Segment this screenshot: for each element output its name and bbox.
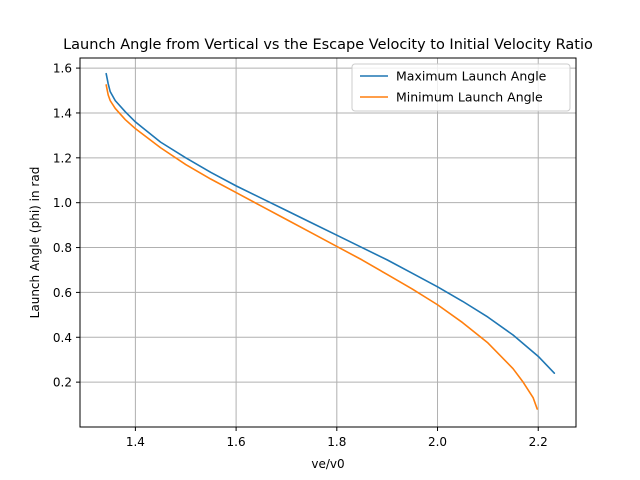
y-tick-label: 1.0 [53,196,72,210]
legend-label: Maximum Launch Angle [396,69,547,84]
x-tick-label: 1.6 [227,435,246,449]
legend-box [351,63,571,112]
y-tick-label: 1.2 [53,151,72,165]
x-axis-label: ve/v0 [311,457,344,471]
y-axis: 0.2 0.4 0.6 0.8 1.0 1.2 1.4 1.6 [53,62,80,390]
grid [80,58,576,427]
chart-title: Launch Angle from Vertical vs the Escape… [63,37,593,53]
x-tick-label: 2.0 [428,435,447,449]
series-layer [105,72,556,410]
y-tick-label: 0.4 [53,331,72,345]
legend: Maximum Launch Angle Minimum Launch Angle [351,63,571,112]
x-tick-label: 2.2 [529,435,548,449]
series-line-maximum [105,72,556,374]
x-tick-label: 1.8 [327,435,346,449]
series-line-minimum [105,84,539,410]
y-tick-label: 0.8 [53,241,72,255]
x-axis: 1.4 1.6 1.8 2.0 2.2 [126,427,548,449]
x-tick-label: 1.4 [126,435,145,449]
y-tick-label: 1.4 [53,106,72,120]
y-tick-label: 1.6 [53,62,72,76]
y-axis-label: Launch Angle (phi) in rad [28,167,42,319]
legend-label: Minimum Launch Angle [396,90,543,105]
plot-frame [79,57,577,428]
y-tick-label: 0.6 [53,286,72,300]
y-tick-label: 0.2 [53,376,72,390]
